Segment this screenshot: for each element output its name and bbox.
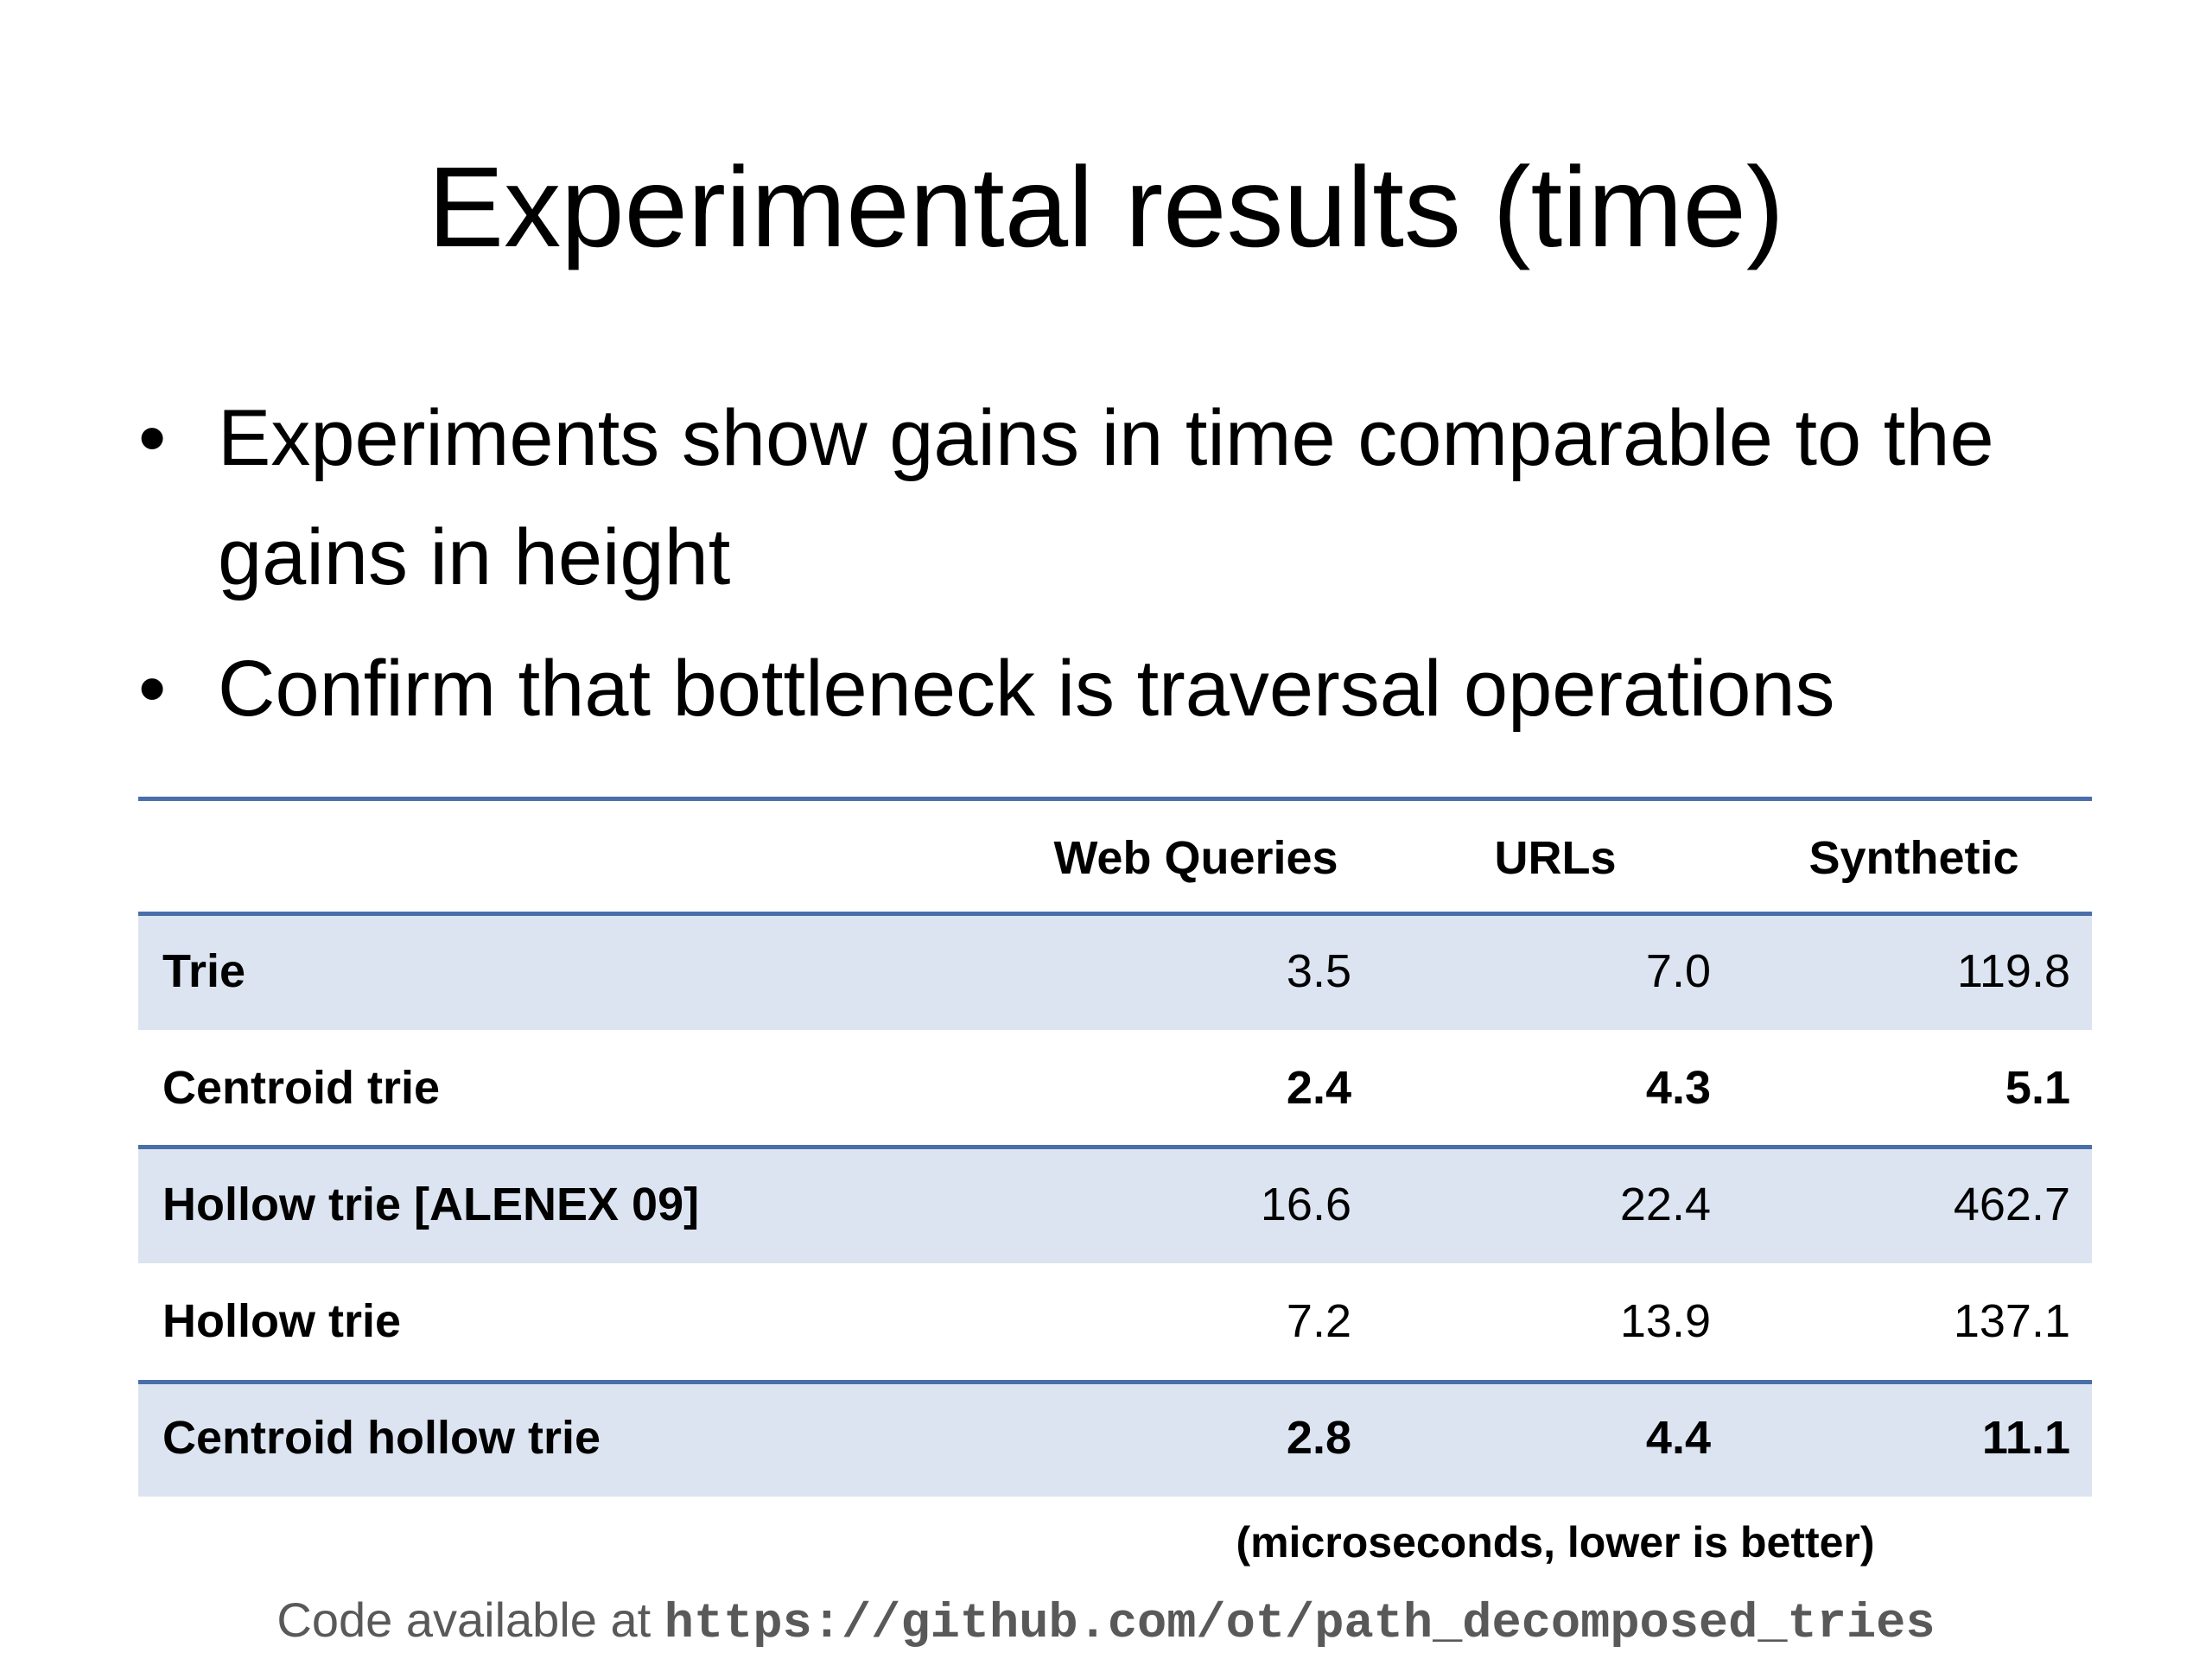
row-label: Trie xyxy=(162,945,246,997)
cell-value: 7.0 xyxy=(1645,945,1711,997)
cell-value: 16.6 xyxy=(1260,1179,1351,1230)
column-header: URLs xyxy=(1494,832,1617,884)
column-header: Synthetic xyxy=(1808,832,2019,884)
bottom-rule xyxy=(138,1380,2092,1384)
row-label: Centroid hollow trie xyxy=(162,1412,601,1464)
table-row: Hollow trie [ALENEX 09] 16.6 22.4 462.7 xyxy=(138,1145,2092,1263)
table-note: (microseconds, lower is better) xyxy=(1236,1518,1875,1567)
row-rule xyxy=(138,1145,2092,1149)
row-rule xyxy=(138,912,2092,916)
row-label: Hollow trie [ALENEX 09] xyxy=(162,1179,700,1230)
footer-text: Code available at xyxy=(276,1592,652,1647)
cell-value: 119.8 xyxy=(1956,945,2070,997)
bullet-text: Experiments show gains in time comparabl… xyxy=(218,394,1994,601)
footer-url: https://github.com/ot/path_decomposed_tr… xyxy=(664,1597,1936,1652)
table-row: Trie 3.5 7.0 119.8 xyxy=(138,912,2092,1030)
row-label: Hollow trie xyxy=(162,1295,402,1347)
cell-value: 137.1 xyxy=(1953,1295,2070,1347)
cell-value: 2.8 xyxy=(1286,1412,1351,1464)
bullet: • Experiments show gains in time comparab… xyxy=(138,394,1994,601)
results-table: Web Queries URLs Synthetic Trie 3.5 7.0 119.8 C… xyxy=(138,797,2092,1497)
row-label: Centroid trie xyxy=(162,1062,441,1114)
bullet: • Confirm that bottleneck is traversal op… xyxy=(138,645,1835,733)
cell-value: 5.1 xyxy=(2005,1062,2070,1114)
cell-value: 4.3 xyxy=(1645,1062,1711,1114)
cell-value: 2.4 xyxy=(1286,1062,1351,1114)
cell-value: 7.2 xyxy=(1286,1295,1351,1347)
cell-value: 13.9 xyxy=(1619,1295,1711,1347)
cell-value: 462.7 xyxy=(1953,1179,2070,1230)
slide-title: Experimental results (time) xyxy=(428,143,1784,270)
footer: Code available at https://github.com/ot/… xyxy=(0,1592,2212,1653)
top-rule xyxy=(138,797,2092,801)
bullet-text: Confirm that bottleneck is traversal ope… xyxy=(218,645,1835,733)
cell-value: 22.4 xyxy=(1619,1179,1711,1230)
table-row: Hollow trie 7.2 13.9 137.1 xyxy=(138,1263,2092,1380)
cell-value: 11.1 xyxy=(1981,1412,2070,1464)
cell-value: 3.5 xyxy=(1286,945,1351,997)
table-row: Centroid hollow trie 2.8 4.4 11.1 xyxy=(138,1380,2092,1497)
column-header: Web Queries xyxy=(1053,832,1338,884)
cell-value: 4.4 xyxy=(1645,1412,1711,1464)
table-row: Centroid trie 2.4 4.3 5.1 xyxy=(138,1030,2092,1147)
header-row: Web Queries URLs Synthetic xyxy=(138,797,2092,913)
